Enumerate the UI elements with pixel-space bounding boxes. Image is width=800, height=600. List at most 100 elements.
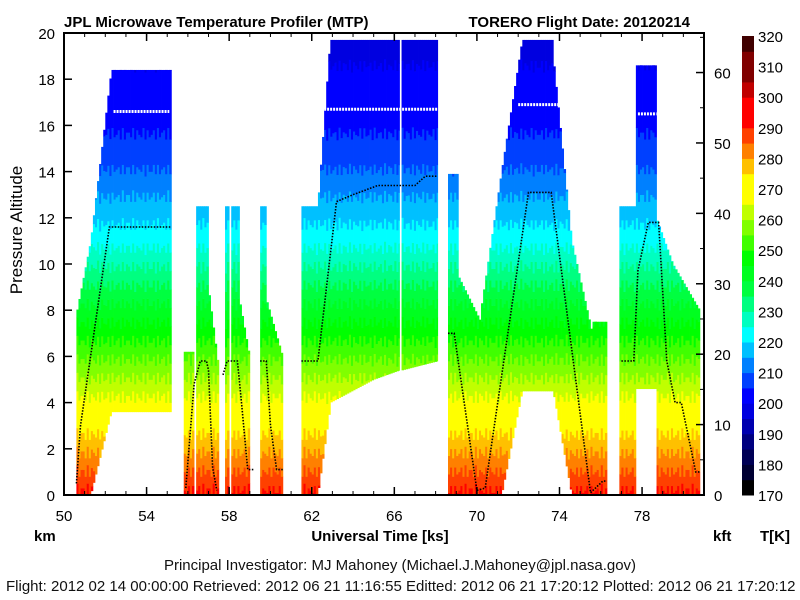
curtain-cell bbox=[547, 39, 550, 71]
curtain-cell bbox=[90, 243, 94, 265]
curtain-cell bbox=[584, 342, 587, 362]
curtain-cell bbox=[648, 139, 651, 175]
curtain-cell bbox=[409, 326, 413, 346]
curtain-cell bbox=[434, 174, 438, 203]
curtain-cell bbox=[210, 384, 214, 403]
temperature-curtain bbox=[76, 39, 701, 496]
curtain-cell bbox=[516, 301, 519, 321]
curtain-cell bbox=[86, 280, 90, 299]
curtain-cell bbox=[313, 261, 317, 281]
curtain-cell bbox=[411, 242, 415, 262]
curtain-cell bbox=[109, 346, 112, 366]
curtain-cell bbox=[646, 217, 649, 244]
curtain-cell bbox=[478, 393, 482, 431]
curtain-cell bbox=[241, 453, 245, 473]
curtain-cell bbox=[501, 344, 505, 364]
curtain-cell bbox=[642, 65, 645, 133]
curtain-cell bbox=[416, 165, 419, 194]
curtain-cell bbox=[357, 269, 360, 289]
curtain-cell bbox=[448, 492, 451, 496]
curtain-cell bbox=[549, 197, 552, 226]
curtain-cell bbox=[204, 206, 207, 228]
curtain-cell bbox=[274, 434, 278, 454]
curtain-cell bbox=[493, 474, 496, 493]
curtain-cell bbox=[373, 39, 377, 61]
curtain-cell bbox=[146, 69, 150, 131]
curtain-cell bbox=[679, 458, 682, 477]
curtain-cell bbox=[470, 469, 474, 489]
curtain-cell bbox=[668, 310, 672, 329]
curtain-cell bbox=[165, 252, 168, 272]
curtain-cell bbox=[656, 335, 659, 355]
curtain-cell bbox=[183, 361, 187, 380]
curtain-cell bbox=[503, 454, 507, 473]
curtain-cell bbox=[561, 223, 565, 247]
curtain-cell bbox=[524, 63, 527, 131]
curtain-cell bbox=[664, 474, 668, 493]
curtain-cell bbox=[115, 321, 119, 341]
curtain-cell bbox=[99, 402, 102, 440]
curtain-cell bbox=[627, 437, 631, 457]
curtain-cell bbox=[274, 492, 278, 496]
curtain-cell bbox=[301, 381, 304, 401]
curtain-cell bbox=[403, 327, 407, 347]
curtain-cell bbox=[629, 379, 633, 399]
curtain-cell bbox=[148, 136, 152, 172]
curtain-cell bbox=[495, 448, 498, 468]
curtain-cell bbox=[584, 434, 587, 454]
curtain-cell bbox=[578, 347, 581, 366]
curtain-cell bbox=[373, 261, 377, 281]
curtain-cell bbox=[92, 397, 96, 435]
curtain-cell bbox=[90, 486, 94, 492]
curtain-cell bbox=[503, 225, 507, 249]
curtain-cell bbox=[144, 201, 147, 230]
curtain-cell bbox=[212, 483, 216, 496]
curtain-cell bbox=[540, 261, 544, 281]
curtain-cell bbox=[662, 434, 666, 454]
curtain-cell bbox=[80, 340, 83, 360]
curtain-cell bbox=[563, 364, 567, 384]
curtain-cell bbox=[602, 476, 606, 496]
curtain-cell bbox=[590, 464, 593, 487]
curtain-cell bbox=[420, 307, 423, 327]
curtain-cell bbox=[448, 455, 451, 475]
curtain-cell bbox=[452, 458, 455, 477]
curtain-cell bbox=[693, 458, 697, 477]
y-tick-label: 14 bbox=[38, 165, 55, 182]
curtain-cell bbox=[507, 271, 511, 291]
curtain-cell bbox=[590, 372, 593, 392]
curtain-cell bbox=[526, 247, 529, 267]
curtain-cell bbox=[627, 206, 631, 228]
curtain-cell bbox=[656, 391, 659, 429]
curtain-cell bbox=[507, 403, 511, 441]
curtain-cell bbox=[466, 458, 470, 477]
curtain-cell bbox=[586, 356, 589, 376]
curtain-cell bbox=[691, 428, 695, 447]
curtain-cell bbox=[369, 129, 373, 167]
curtain-cell bbox=[309, 379, 313, 399]
curtain-cell bbox=[409, 69, 413, 140]
curtain-cell bbox=[231, 379, 234, 399]
curtain-cell bbox=[144, 347, 147, 366]
curtain-cell bbox=[450, 192, 453, 221]
curtain-cell bbox=[464, 317, 467, 336]
curtain-cell bbox=[142, 192, 145, 221]
curtain-cell bbox=[216, 359, 220, 376]
curtain-cell bbox=[353, 262, 356, 282]
curtain-cell bbox=[163, 282, 166, 302]
curtain-cell bbox=[434, 289, 438, 309]
curtain-cell bbox=[629, 397, 633, 436]
curtain-cell bbox=[134, 365, 137, 385]
curtain-cell bbox=[436, 127, 439, 166]
curtain-cell bbox=[507, 125, 511, 141]
curtain-cell bbox=[635, 298, 639, 318]
curtain-cell bbox=[377, 65, 381, 134]
curtain-cell bbox=[640, 284, 643, 304]
curtain-cell bbox=[264, 224, 267, 249]
curtain-cell bbox=[231, 342, 234, 362]
curtain-cell bbox=[313, 448, 317, 468]
curtain-cell bbox=[565, 392, 569, 430]
curtain-cell bbox=[392, 344, 395, 364]
curtain-cell bbox=[307, 220, 311, 246]
curtain-cell bbox=[320, 285, 323, 308]
